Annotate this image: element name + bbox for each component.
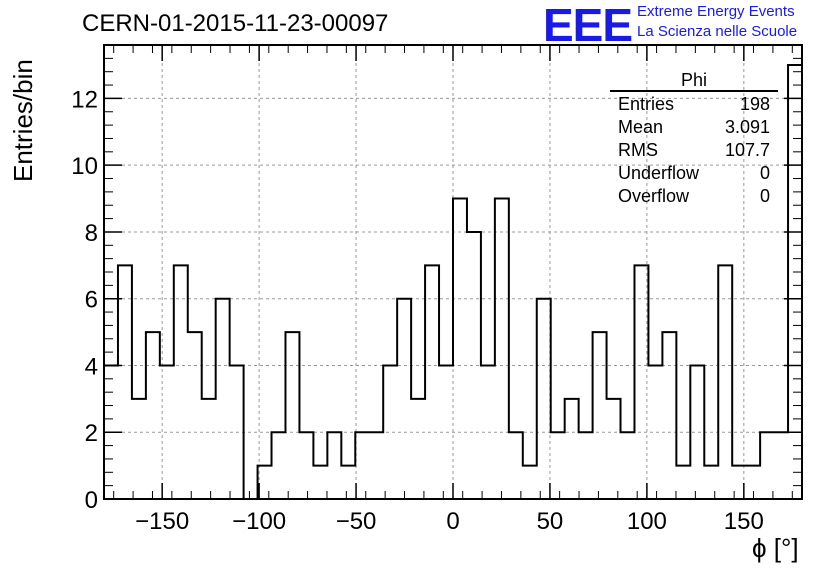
histogram-bin <box>160 365 174 499</box>
stats-label: Overflow <box>618 186 690 206</box>
stats-value: 198 <box>739 94 770 114</box>
histogram-outline <box>103 64 803 500</box>
histogram-bin <box>285 332 299 499</box>
y-tick-label: 10 <box>71 153 98 180</box>
histogram-bin <box>341 466 355 499</box>
histogram-bin <box>299 432 313 499</box>
logo-line-2: La Scienza nelle Scuole <box>637 23 798 40</box>
x-tick-label: 150 <box>724 508 764 535</box>
histogram-bin <box>425 265 439 499</box>
stats-value: 107.7 <box>724 140 770 160</box>
x-tick-label: 100 <box>627 508 667 535</box>
stats-label: Mean <box>618 117 664 137</box>
histogram-bin <box>509 432 523 499</box>
histogram-bin <box>481 365 495 499</box>
histogram-bin <box>551 432 565 499</box>
histogram-bin <box>383 365 397 499</box>
y-tick-label: 6 <box>85 287 98 314</box>
y-tick-label: 8 <box>85 220 98 247</box>
histogram-bin <box>369 432 383 499</box>
histogram-bin <box>202 399 216 499</box>
histogram-bin <box>537 299 551 499</box>
x-tick-label: 0 <box>446 508 459 535</box>
histogram-bin <box>467 232 481 499</box>
histogram-bin <box>579 432 593 499</box>
histogram-bin <box>523 466 537 499</box>
y-tick-label: 12 <box>71 86 98 113</box>
histogram-bin <box>593 332 607 499</box>
stats-value: 0 <box>759 186 770 206</box>
histogram-bin <box>411 399 425 499</box>
stats-label: Entries <box>618 94 675 114</box>
run-title: CERN-01-2015-11-23-00097 <box>82 10 389 37</box>
histogram-bin <box>146 332 160 499</box>
x-tick-label: −100 <box>232 508 286 535</box>
y-axis-label: Entries/bin <box>8 59 38 182</box>
histogram-bin <box>230 365 244 499</box>
histogram-bin <box>774 432 788 499</box>
histogram-bin <box>132 399 146 499</box>
eee-logo: EEE <box>543 0 633 51</box>
stats-row-entries: Entries 198 <box>610 93 778 116</box>
histogram-bin <box>648 365 662 499</box>
y-tick-label: 2 <box>85 420 98 447</box>
x-tick-label: 50 <box>537 508 564 535</box>
histogram-bin <box>634 265 648 499</box>
histogram-bin <box>788 65 802 499</box>
x-tick-label: −150 <box>135 508 189 535</box>
stats-box: Phi Entries 198 Mean 3.091 RMS 107.7 Und… <box>610 70 778 208</box>
x-axis-label: ϕ [°] <box>752 533 799 563</box>
histogram-bin <box>355 432 369 499</box>
histogram-bin <box>327 432 341 499</box>
histogram-bin <box>690 365 704 499</box>
histogram-bin <box>272 432 286 499</box>
histogram-bin <box>662 332 676 499</box>
stats-label: RMS <box>618 140 658 160</box>
stats-title: Phi <box>610 70 778 92</box>
y-tick-label: 0 <box>85 487 98 514</box>
histogram-bin <box>676 466 690 499</box>
stats-value: 0 <box>759 163 770 183</box>
histogram-bin <box>439 365 453 499</box>
stats-label: Underflow <box>618 163 700 183</box>
histogram-bin <box>704 466 718 499</box>
histogram-bin <box>760 432 774 499</box>
histogram-bin <box>118 265 132 499</box>
histogram-bin <box>607 399 621 499</box>
stats-row-overflow: Overflow 0 <box>610 185 778 208</box>
stats-row-rms: RMS 107.7 <box>610 139 778 162</box>
histogram-bin <box>718 265 732 499</box>
stats-row-underflow: Underflow 0 <box>610 162 778 185</box>
x-tick-label: −50 <box>336 508 377 535</box>
y-tick-label: 4 <box>85 353 98 380</box>
histogram-bin <box>313 466 327 499</box>
histogram-bin <box>216 299 230 499</box>
histogram-bin <box>453 199 467 499</box>
logo-line-1: Extreme Energy Events <box>637 3 795 20</box>
histogram-bin <box>565 399 579 499</box>
histogram-bin <box>495 199 509 499</box>
histogram-bin <box>188 332 202 499</box>
histogram-bin <box>397 299 411 499</box>
histogram-bin <box>621 432 635 499</box>
histogram-bin <box>174 265 188 499</box>
stats-row-mean: Mean 3.091 <box>610 116 778 139</box>
stats-value: 3.091 <box>724 117 770 137</box>
